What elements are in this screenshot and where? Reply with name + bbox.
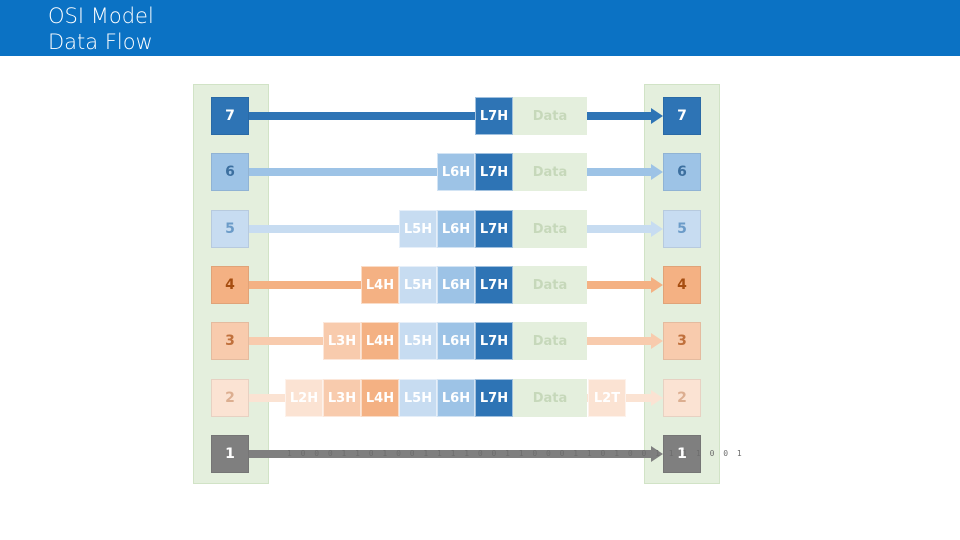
receiver-layer-2: 2 [663,379,701,417]
header-l6h-layer-4: L6H [437,266,475,304]
receiver-layer-4: 4 [663,266,701,304]
sender-layer-3: 3 [211,322,249,360]
header-l5h-layer-2: L5H [399,379,437,417]
sender-layer-5: 5 [211,210,249,248]
flow-arrow-1 [249,446,663,462]
arrow-shaft [249,450,653,458]
header-l3h-layer-3: L3H [323,322,361,360]
sender-layer-6: 6 [211,153,249,191]
header-l6h-layer-5: L6H [437,210,475,248]
receiver-layer-3: 3 [663,322,701,360]
header-l7h-layer-2: L7H [475,379,513,417]
header-l7h-layer-7: L7H [475,97,513,135]
header-l4h-layer-4: L4H [361,266,399,304]
header-l6h-layer-6: L6H [437,153,475,191]
arrow-head [651,221,663,237]
arrow-head [651,333,663,349]
header-l5h-layer-3: L5H [399,322,437,360]
data-payload-layer-5: Data [513,210,587,248]
receiver-layer-5: 5 [663,210,701,248]
header-l7h-layer-5: L7H [475,210,513,248]
arrow-shaft [249,112,653,120]
header-l6h-layer-2: L6H [437,379,475,417]
header-l6h-layer-3: L6H [437,322,475,360]
page-subtitle: Data Flow [48,30,153,54]
header-l5h-layer-5: L5H [399,210,437,248]
data-payload-layer-6: Data [513,153,587,191]
flow-arrow-7 [249,108,663,124]
page-title: OSI Model [48,4,154,28]
header-l7h-layer-3: L7H [475,322,513,360]
receiver-layer-1: 1 [663,435,701,473]
arrow-head [651,390,663,406]
title-bar: OSI Model Data Flow [0,0,960,56]
sender-layer-1: 1 [211,435,249,473]
sender-layer-7: 7 [211,97,249,135]
data-payload-layer-4: Data [513,266,587,304]
header-l4h-layer-3: L4H [361,322,399,360]
data-payload-layer-2: Data [513,379,587,417]
sender-layer-4: 4 [211,266,249,304]
arrow-head [651,446,663,462]
header-l3h-layer-2: L3H [323,379,361,417]
arrow-head [651,164,663,180]
header-l7h-layer-4: L7H [475,266,513,304]
arrow-head [651,108,663,124]
data-payload-layer-7: Data [513,97,587,135]
header-l5h-layer-4: L5H [399,266,437,304]
trailer-l2t: L2T [588,379,626,417]
header-l2h-layer-2: L2H [285,379,323,417]
receiver-layer-7: 7 [663,97,701,135]
sender-layer-2: 2 [211,379,249,417]
header-l4h-layer-2: L4H [361,379,399,417]
data-payload-layer-3: Data [513,322,587,360]
header-l7h-layer-6: L7H [475,153,513,191]
receiver-layer-6: 6 [663,153,701,191]
bit-stream: 1 0 0 0 1 1 0 1 0 0 1 1 1 1 0 0 1 1 0 0 … [287,449,744,458]
arrow-head [651,277,663,293]
